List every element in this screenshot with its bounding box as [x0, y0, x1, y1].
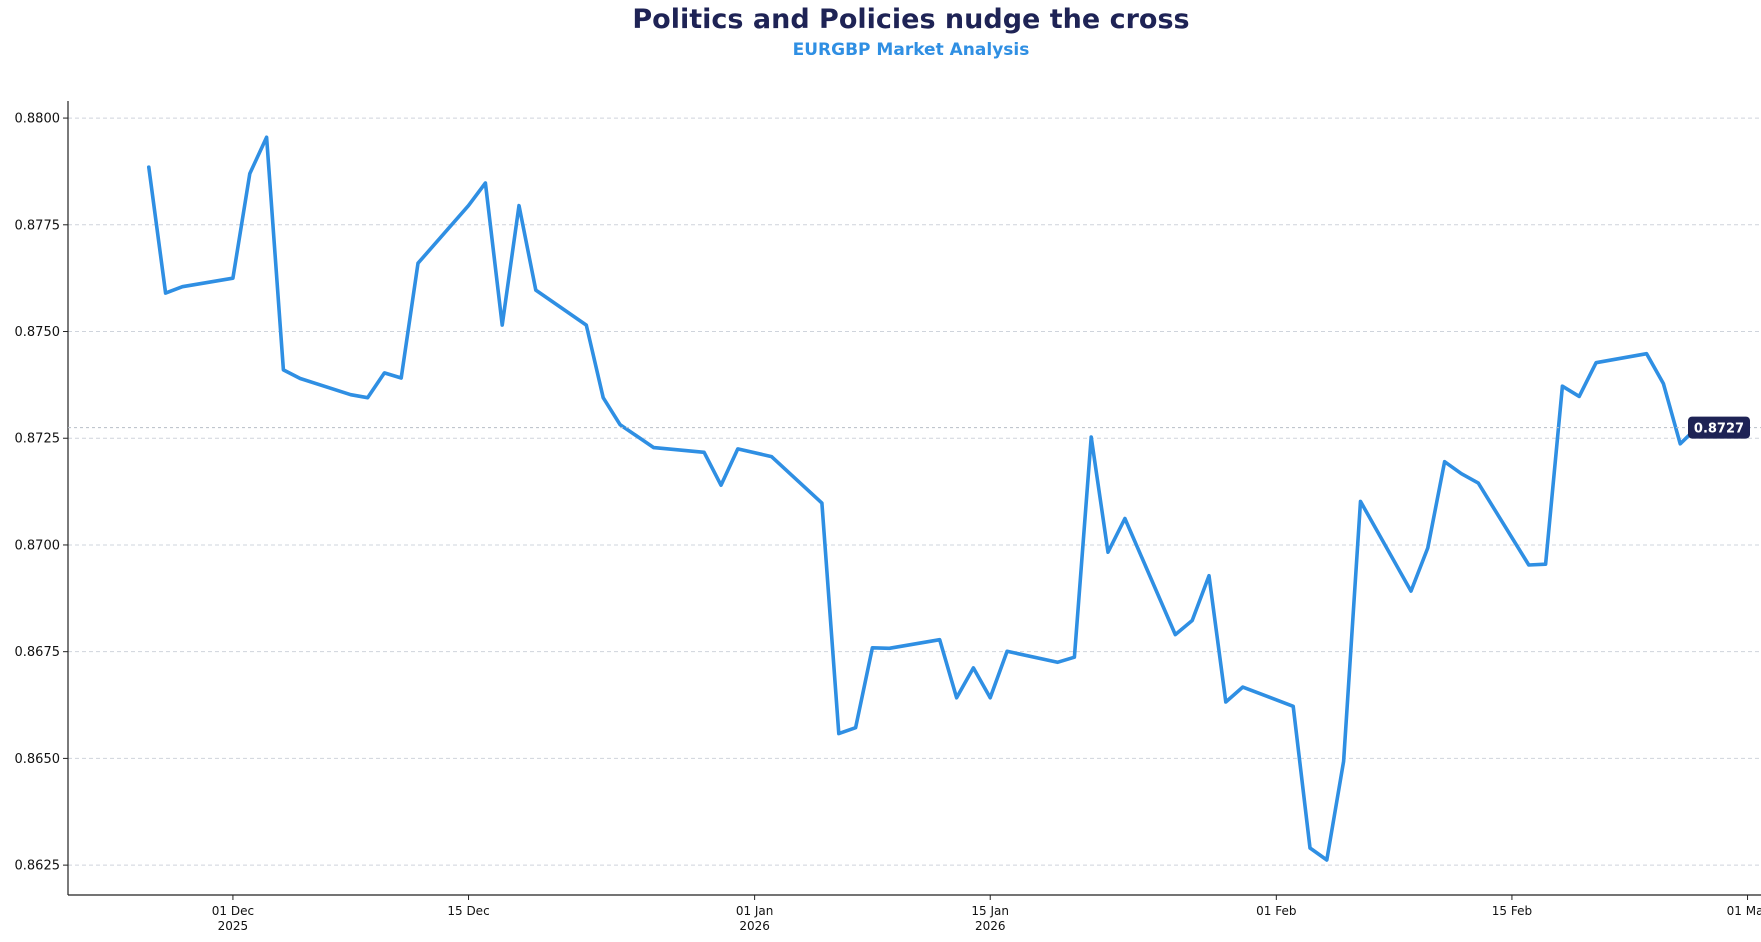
y-tick-label: 0.8725 — [15, 432, 61, 447]
y-tick-label: 0.8675 — [15, 645, 61, 660]
chart-subtitle: EURGBP Market Analysis — [792, 40, 1030, 60]
y-tick-label: 0.8800 — [15, 112, 61, 127]
x-tick-label: 01 Feb — [1256, 904, 1296, 918]
grid-lines — [68, 117, 1761, 866]
x-tick-label: 15 Dec — [447, 904, 489, 918]
y-tick-label: 0.8650 — [15, 752, 61, 767]
last-value-label: 0.8727 — [1694, 422, 1744, 437]
axes — [67, 101, 1761, 896]
series-group — [147, 135, 1699, 862]
y-tick-label: 0.8700 — [15, 538, 61, 553]
y-tick-label: 0.8750 — [15, 325, 61, 340]
x-tick-year-label: 2026 — [739, 919, 770, 933]
y-tick-label: 0.8775 — [15, 218, 61, 233]
y-tick-label: 0.8625 — [15, 859, 61, 874]
x-tick-label: 01 Dec — [212, 904, 254, 918]
chart-title: Politics and Policies nudge the cross — [632, 4, 1190, 35]
x-tick-label: 15 Feb — [1492, 904, 1532, 918]
x-tick-year-label: 2026 — [975, 919, 1006, 933]
x-tick-year-label: 2025 — [218, 919, 249, 933]
last-value-group: 0.8727 — [68, 416, 1761, 439]
y-ticks: 0.8625 0.8650 0.8675 0.8700 0.8725 0.8750 0.87… — [15, 112, 68, 874]
x-tick-label: 01 Mar — [1727, 904, 1761, 918]
x-tick-label: 01 Jan — [736, 904, 774, 918]
x-tick-label: 15 Jan — [971, 904, 1009, 918]
series-line-eurgbp — [147, 135, 1699, 862]
last-value-badge — [1688, 416, 1750, 439]
